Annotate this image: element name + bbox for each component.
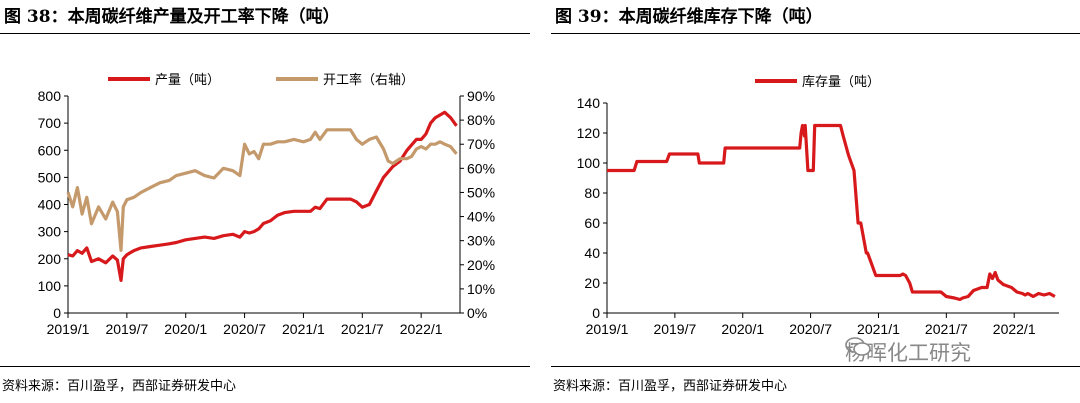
- production-utilization-chart: 0 100 200 300 400 500 600 700 800 0% 10% 20% 30% 40% 5…: [38, 72, 495, 337]
- legend-label-1: 产量（吨）: [155, 73, 220, 88]
- y-right-tick-label: 70%: [467, 136, 495, 152]
- watermark: 杨晖化工研究: [845, 337, 971, 367]
- x-tick-label: 2022/1: [400, 321, 443, 337]
- figure-38: 图 38：本周碳纤维产量及开工率下降（吨） 0 100 200 300 400 500 60…: [0, 0, 530, 403]
- figure-39-title: 图 39：本周碳纤维库存下降（吨）: [555, 7, 823, 27]
- y-right-tick-label: 10%: [467, 281, 495, 297]
- y-left-tick-label: 0: [592, 305, 600, 321]
- y-left-tick-label: 60: [584, 215, 600, 231]
- y-left-tick-label: 400: [38, 197, 62, 213]
- x-tick-label: 2020/7: [789, 321, 832, 337]
- y-left-tick-label: 200: [38, 251, 62, 267]
- y-right-tick-label: 0%: [467, 305, 487, 321]
- y-left-tick-label: 80: [584, 185, 600, 201]
- figure-39-source: 资料来源：百川盈孚，西部证券研发中心: [553, 379, 788, 394]
- series-line-1: [67, 110, 458, 282]
- y-right-tick-label: 30%: [467, 233, 495, 249]
- y-left-tick-label: 20: [584, 275, 600, 291]
- x-tick-label: 2021/1: [282, 321, 325, 337]
- figure-38-top-rule: [0, 33, 530, 34]
- figure-39-bottom-rule: [551, 366, 1080, 367]
- y-left-tick-label: 800: [38, 88, 62, 104]
- figure-38-title: 图 38：本周碳纤维产量及开工率下降（吨）: [4, 7, 340, 27]
- legend-label-1: 库存量（吨）: [802, 74, 880, 90]
- x-tick-label: 2021/1: [857, 321, 900, 337]
- y-right-tick-label: 40%: [467, 209, 495, 225]
- inventory-chart: 0 20 40 60 80 100 120 140 2019/1 2019/7 2020/1 2020…: [577, 74, 1059, 337]
- wechat-icon: [845, 337, 871, 356]
- figure-39-top-rule: [551, 33, 1080, 34]
- x-tick-label: 2022/1: [993, 321, 1036, 337]
- x-tick-label: 2019/7: [105, 321, 148, 337]
- x-tick-label: 2019/7: [653, 321, 696, 337]
- y-left-tick-label: 120: [577, 125, 601, 141]
- y-left-tick-label: 500: [38, 169, 62, 185]
- y-left-tick-label: 100: [38, 278, 62, 294]
- legend-label-2: 开工率（右轴）: [323, 72, 414, 88]
- y-right-tick-label: 80%: [467, 112, 495, 128]
- x-tick-label: 2021/7: [925, 321, 968, 337]
- y-left-tick-label: 40: [584, 245, 600, 261]
- x-tick-label: 2019/1: [47, 321, 90, 337]
- y-left-tick-label: 600: [38, 142, 62, 158]
- y-left-tick-label: 100: [577, 155, 601, 171]
- figure-38-source: 资料来源：百川盈孚，西部证券研发中心: [2, 379, 237, 394]
- y-right-tick-label: 20%: [467, 257, 495, 273]
- y-right-tick-label: 60%: [467, 160, 495, 176]
- y-left-tick-label: 0: [53, 305, 61, 321]
- series-line-2: [66, 128, 458, 252]
- y-right-tick-label: 90%: [467, 88, 495, 104]
- x-tick-label: 2020/1: [164, 321, 207, 337]
- y-left-tick-label: 300: [38, 224, 62, 240]
- series-line-1: [607, 123, 1056, 302]
- y-right-tick-label: 50%: [467, 184, 495, 200]
- x-tick-label: 2020/7: [223, 321, 266, 337]
- x-tick-label: 2019/1: [586, 321, 629, 337]
- y-left-tick-label: 140: [577, 95, 601, 111]
- figure-39: 图 39：本周碳纤维库存下降（吨） 0 20 40 60 80 100 120 140 2019…: [551, 0, 1080, 403]
- x-tick-label: 2020/1: [721, 321, 764, 337]
- figure-38-bottom-rule: [0, 366, 530, 367]
- y-left-tick-label: 700: [38, 115, 62, 131]
- x-tick-label: 2021/7: [341, 321, 384, 337]
